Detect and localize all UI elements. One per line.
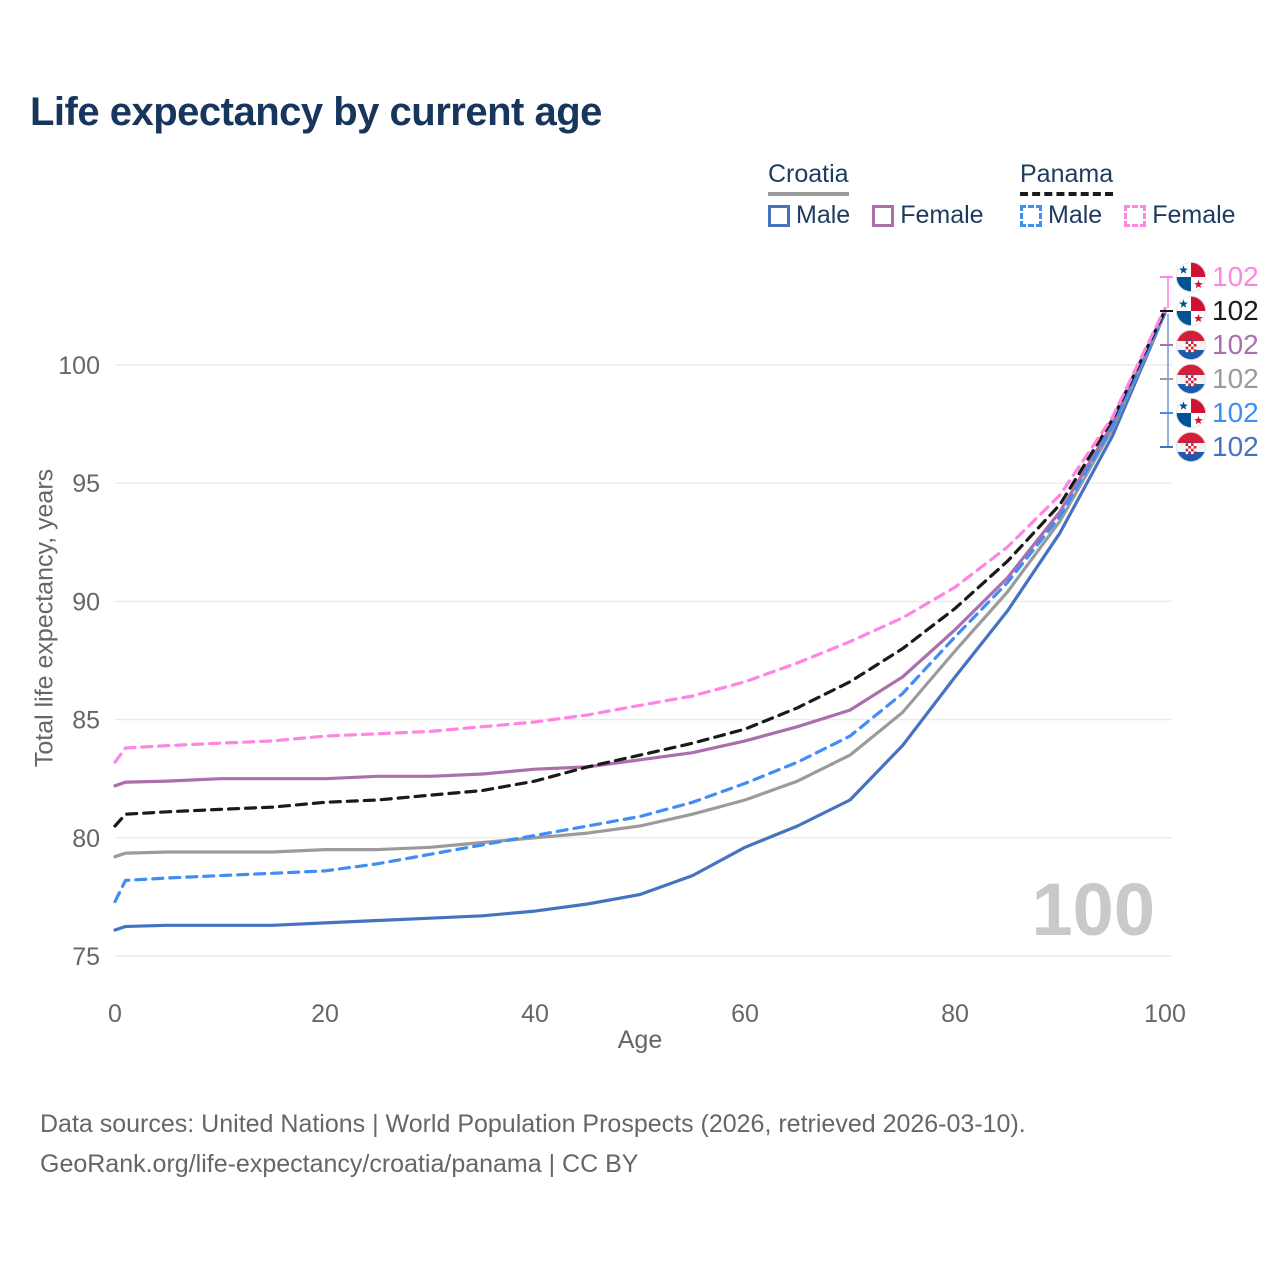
legend-item-label: Female [900, 201, 984, 229]
y-tick-label: 100 [58, 352, 100, 380]
x-tick-label: 20 [311, 1000, 339, 1028]
y-tick-label: 85 [72, 707, 100, 735]
legend-item-croatia-male[interactable]: Male [768, 201, 850, 230]
series-line-croatia-total[interactable] [113, 311, 1167, 859]
x-tick-label: 100 [1144, 1000, 1186, 1028]
legend-item-label: Male [1048, 201, 1103, 229]
x-axis-title: Age [617, 1026, 663, 1054]
end-label-panama-male: 102 [1212, 397, 1259, 428]
panama-male-swatch-icon [1020, 204, 1042, 227]
panama-female-swatch-icon [1124, 204, 1147, 227]
data-sources-text: Data sources: United Nations | World Pop… [40, 1110, 1026, 1138]
croatia-female-swatch-icon [872, 204, 895, 227]
croatia-flag-icon [1175, 363, 1207, 395]
end-label-panama-total: 102 [1212, 295, 1259, 326]
panama-flag-icon [1175, 261, 1207, 293]
x-tick-label: 60 [731, 1000, 759, 1028]
legend-group-croatia: Croatia Male Female [768, 160, 984, 229]
legend-item-croatia-female[interactable]: Female [872, 201, 984, 230]
legend-group-panama: Panama Male Female [1020, 160, 1236, 229]
series-line-panama-total[interactable] [113, 309, 1167, 828]
series-line-croatia-female[interactable] [113, 309, 1167, 788]
panama-flag-icon [1175, 397, 1207, 429]
croatia-male-swatch-icon [768, 204, 790, 227]
y-tick-label: 95 [72, 470, 100, 498]
croatia-flag-icon [1175, 329, 1207, 361]
legend-item-panama-male[interactable]: Male [1020, 201, 1102, 230]
x-tick-label: 40 [521, 1000, 549, 1028]
y-tick-label: 90 [72, 588, 100, 616]
series-line-panama-female[interactable] [113, 306, 1167, 764]
y-tick-label: 75 [72, 943, 100, 971]
chart-legend: Croatia Male Female Panama Male Female [768, 160, 1268, 240]
legend-group-croatia-label: Croatia [768, 160, 849, 196]
x-tick-label: 80 [941, 1000, 969, 1028]
legend-group-panama-label: Panama [1020, 160, 1114, 196]
page-title: Life expectancy by current age [30, 90, 602, 134]
croatia-flag-icon [1175, 431, 1207, 463]
legend-item-label: Male [796, 201, 851, 229]
series-line-croatia-male[interactable] [113, 311, 1167, 932]
end-label-croatia-male: 102 [1212, 431, 1259, 462]
attribution-link-text[interactable]: GeoRank.org/life-expectancy/croatia/pana… [40, 1150, 639, 1178]
hovered-age-indicator: 100 [1031, 868, 1155, 951]
end-label-panama-female: 102 [1212, 261, 1259, 292]
panama-flag-icon [1175, 295, 1207, 327]
x-tick-label: 0 [108, 1000, 122, 1028]
end-label-croatia-total: 102 [1212, 363, 1259, 394]
end-label-croatia-female: 102 [1212, 329, 1259, 360]
legend-item-panama-female[interactable]: Female [1124, 201, 1236, 230]
legend-item-label: Female [1152, 201, 1236, 229]
y-tick-label: 80 [72, 825, 100, 853]
series-line-panama-male[interactable] [113, 311, 1167, 904]
footer: Data sources: United Nations | World Pop… [40, 1104, 1240, 1184]
